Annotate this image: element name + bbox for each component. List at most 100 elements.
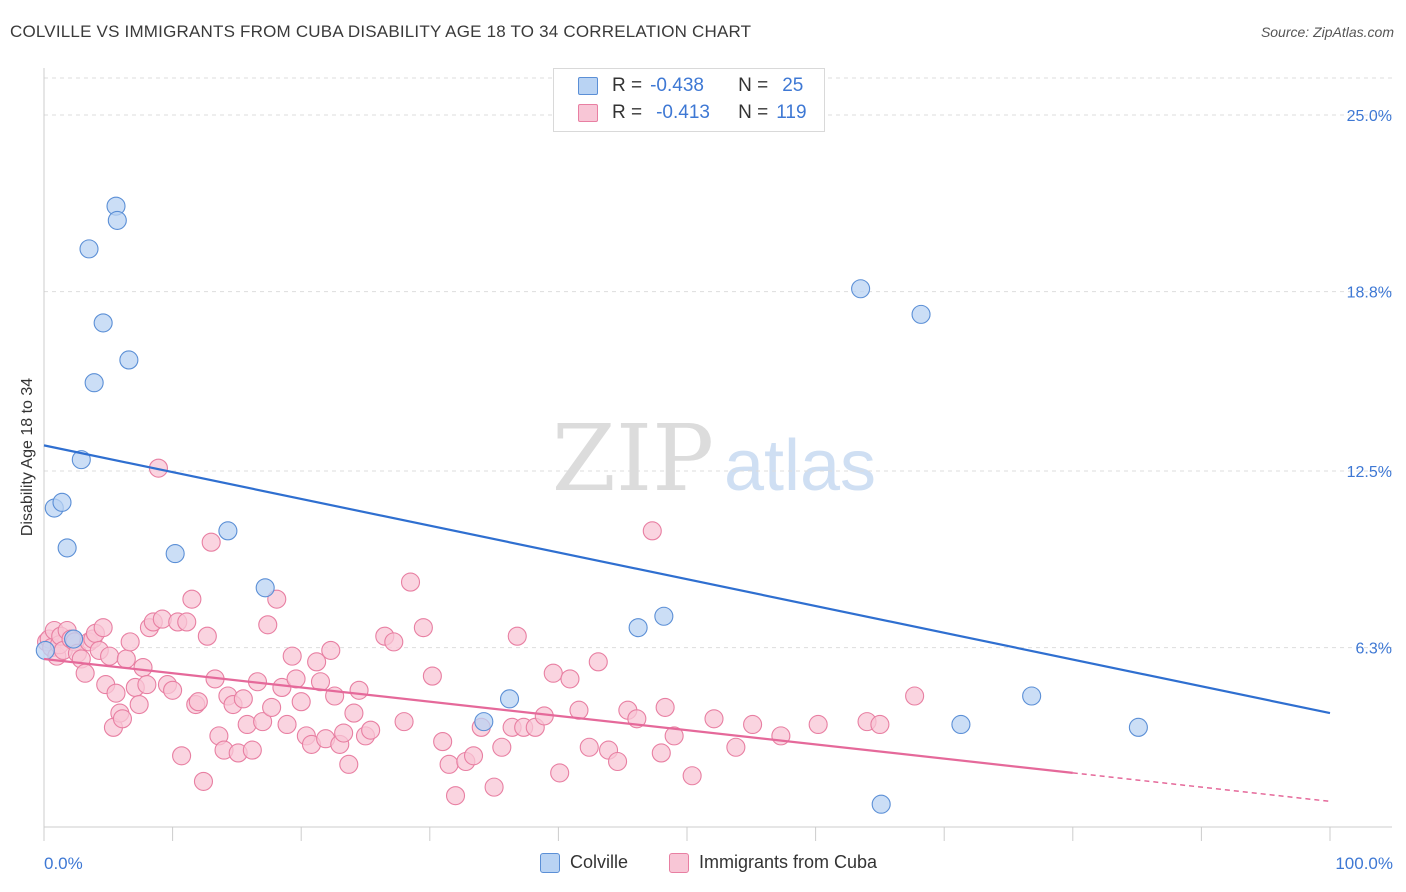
cuba-point	[808, 714, 828, 735]
cuba-point	[550, 763, 570, 783]
legend-swatch-colville	[578, 77, 598, 95]
cuba-trend-extension	[1072, 772, 1331, 803]
cuba-point	[291, 692, 311, 712]
legend-r-label: R =	[612, 102, 643, 123]
cuba-point	[361, 720, 381, 740]
colville-point	[255, 578, 275, 598]
cuba-trend-line	[43, 657, 1073, 774]
cuba-point	[163, 680, 183, 700]
colville-point	[52, 492, 72, 512]
cuba-point	[682, 766, 702, 786]
legend-row-colville: R = -0.438 N = 25	[578, 75, 803, 97]
legend-r-value: -0.438	[650, 75, 704, 96]
cuba-point	[201, 532, 221, 552]
cuba-point	[726, 737, 746, 757]
cuba-point	[152, 609, 172, 629]
colville-point	[79, 239, 99, 259]
colville-point	[871, 794, 891, 814]
cuba-point	[384, 632, 404, 652]
colville-point	[35, 640, 55, 660]
legend-n-value: 119	[776, 102, 807, 123]
cuba-point	[172, 746, 192, 766]
colville-point	[93, 313, 113, 333]
colville-point	[1022, 686, 1042, 706]
chart-title: COLVILLE VS IMMIGRANTS FROM CUBA DISABIL…	[10, 22, 752, 41]
cuba-point	[321, 640, 341, 660]
cuba-point	[484, 777, 504, 797]
cuba-point	[100, 646, 120, 666]
cuba-point	[116, 649, 136, 669]
cuba-point	[349, 680, 369, 700]
cuba-point	[664, 726, 684, 746]
stats-legend: R = -0.438 N = 25 R = -0.413 N = 119	[553, 68, 825, 132]
legend-label-cuba: Immigrants from Cuba	[699, 852, 878, 872]
cuba-point	[310, 672, 331, 692]
cuba-point	[507, 626, 527, 646]
x-tick-label: 100.0%	[1335, 854, 1393, 873]
cuba-point	[242, 740, 262, 760]
cuba-point	[704, 709, 724, 729]
cuba-point	[344, 703, 364, 723]
legend-swatch-cuba	[669, 852, 689, 873]
cuba-point	[277, 714, 297, 735]
cuba-point	[492, 737, 512, 757]
cuba-point	[608, 751, 628, 772]
cuba-point	[422, 666, 442, 686]
cuba-point	[182, 589, 202, 609]
colville-trend-line	[43, 444, 1331, 715]
cuba-point	[129, 694, 149, 715]
cuba-point	[655, 697, 675, 717]
cuba-point	[120, 632, 140, 652]
cuba-point	[253, 712, 273, 732]
source-note: Source: ZipAtlas.com	[1260, 24, 1394, 40]
cuba-point	[905, 686, 925, 706]
cuba-point	[579, 737, 599, 757]
legend-r-label: R =	[612, 75, 643, 96]
colville-point	[911, 304, 931, 324]
colville-point	[951, 714, 971, 735]
legend-label-colville: Colville	[570, 852, 629, 872]
legend-row-cuba: R = -0.413 N = 119	[578, 102, 807, 124]
y-tick-label: 12.5%	[1347, 464, 1392, 481]
y-tick-label: 6.3%	[1356, 641, 1392, 658]
legend-n-value: 25	[782, 75, 804, 96]
colville-point	[1128, 717, 1148, 737]
cuba-point	[743, 714, 763, 735]
cuba-point	[651, 743, 671, 763]
colville-point	[474, 712, 494, 732]
x-tick-label: 0.0%	[44, 854, 83, 873]
watermark-zip: ZIP	[552, 405, 714, 512]
colville-point	[165, 544, 185, 564]
cuba-point	[433, 732, 453, 752]
cuba-point	[560, 669, 580, 689]
cuba-point	[543, 663, 563, 683]
cuba-point	[106, 683, 126, 703]
cuba-point	[262, 697, 282, 717]
cuba-point	[307, 652, 327, 672]
cuba-point	[339, 754, 359, 774]
colville-point	[499, 689, 520, 709]
colville-point	[64, 629, 84, 649]
cuba-point	[133, 657, 153, 678]
cuba-point	[237, 714, 257, 735]
cuba-point	[267, 589, 287, 609]
cuba-point	[400, 572, 421, 592]
y-tick-label: 18.8%	[1347, 285, 1392, 302]
legend-item-cuba: Immigrants from Cuba	[669, 852, 877, 873]
y-tick-label: 25.0%	[1347, 108, 1392, 125]
watermark-atlas: atlas	[724, 426, 876, 506]
cuba-point	[870, 714, 890, 735]
colville-point	[107, 210, 127, 230]
cuba-point	[334, 723, 354, 743]
colville-point	[119, 350, 139, 370]
cuba-point	[588, 652, 608, 672]
cuba-point	[137, 675, 157, 695]
cuba-point	[272, 677, 292, 698]
colville-point	[851, 279, 871, 299]
cuba-point	[439, 754, 459, 774]
legend-swatch-colville	[540, 852, 560, 873]
colville-point	[654, 606, 674, 626]
colville-point	[628, 618, 648, 638]
legend-swatch-cuba	[578, 104, 598, 122]
